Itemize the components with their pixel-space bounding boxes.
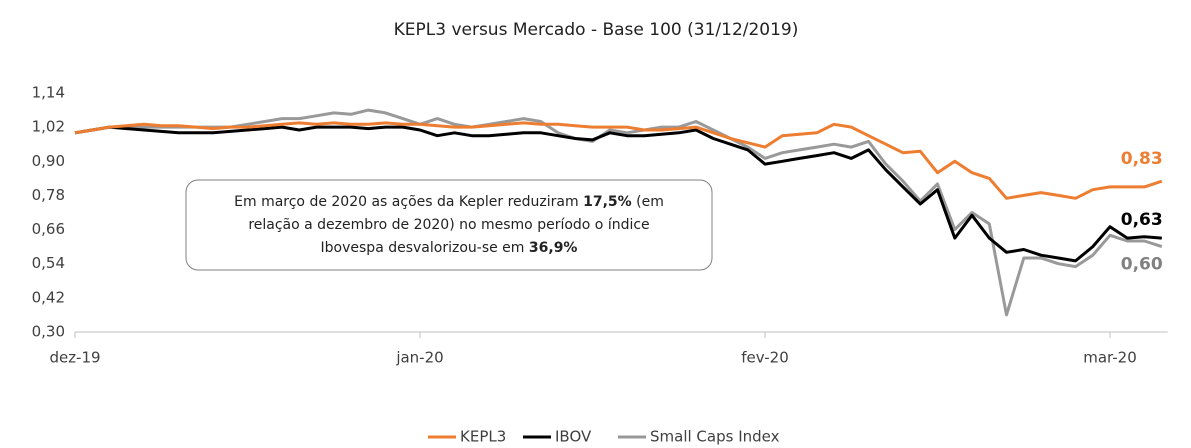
data-label: 0,63: [1121, 210, 1163, 230]
series-line: [74, 125, 1162, 263]
y-tick-label: 1,14: [32, 84, 65, 102]
annotation-segment: 17,5%: [583, 194, 632, 210]
y-tick-label: 0,42: [32, 288, 65, 306]
chart-title: KEPL3 versus Mercado - Base 100 (31/12/2…: [394, 20, 799, 40]
annotation-segment: 36,9%: [529, 240, 578, 256]
annotation-segment: relação a dezembro de 2020) no mesmo per…: [248, 217, 649, 233]
x-tick-label: dez-19: [49, 349, 100, 367]
legend-label: Small Caps Index: [650, 428, 780, 446]
annotation-segment: (em: [632, 194, 664, 210]
annotation-text: relação a dezembro de 2020) no mesmo per…: [248, 217, 649, 233]
y-tick-label: 1,02: [32, 118, 65, 136]
annotation-segment: Ibovespa desvalorizou-se em: [321, 240, 529, 256]
y-tick-label: 0,90: [32, 152, 65, 170]
y-tick-label: 0,66: [32, 220, 65, 238]
series-line: [74, 121, 1163, 200]
annotation-text: Ibovespa desvalorizou-se em 36,9%: [321, 240, 578, 256]
legend-label: IBOV: [555, 428, 592, 446]
x-tick-label: fev-20: [741, 349, 788, 367]
annotation-text: Em março de 2020 as ações da Kepler redu…: [234, 194, 664, 210]
data-label: 0,60: [1121, 255, 1163, 275]
y-tick-label: 0,78: [32, 186, 65, 204]
y-tick-label: 0,30: [32, 323, 65, 341]
legend-label: KEPL3: [460, 428, 506, 446]
annotation-box: [185, 179, 713, 271]
x-tick-label: jan-20: [395, 349, 443, 367]
x-tick-label: mar-20: [1083, 349, 1137, 367]
data-label: 0,83: [1121, 149, 1163, 169]
annotation-segment: Em março de 2020 as ações da Kepler redu…: [234, 194, 583, 210]
y-tick-label: 0,54: [32, 254, 65, 272]
series-line: [74, 108, 1163, 317]
